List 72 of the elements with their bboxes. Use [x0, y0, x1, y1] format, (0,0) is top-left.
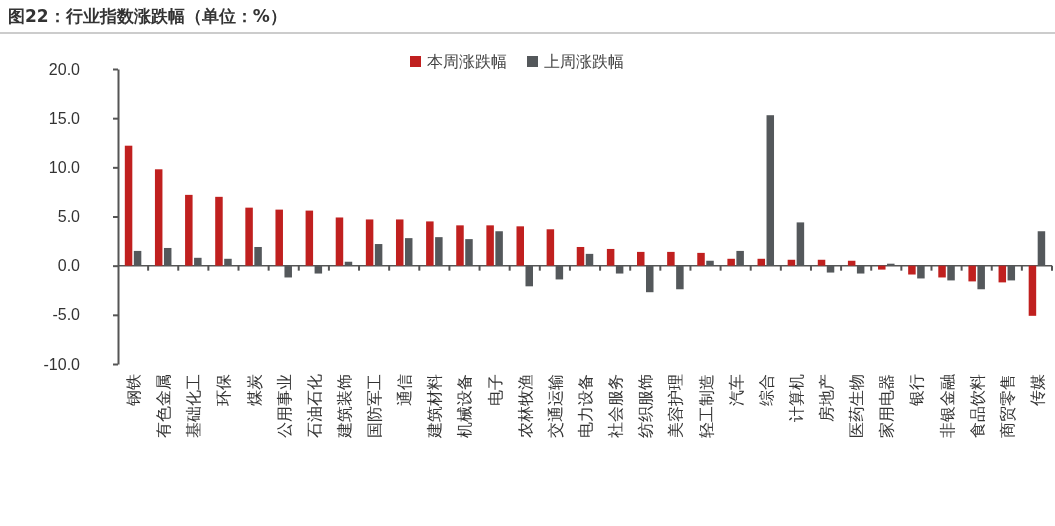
x-tick-label: 通信 — [395, 374, 415, 406]
bar — [968, 265, 976, 282]
x-tick-label: 综合 — [756, 374, 776, 406]
bar — [787, 259, 796, 266]
x-tick-label: 计算机 — [786, 374, 806, 422]
x-tick-label: 有色金属 — [154, 374, 174, 438]
bar — [395, 219, 404, 266]
y-tick-label: 15.0 — [48, 109, 81, 127]
legend-label: 上周涨跌幅 — [544, 52, 624, 71]
x-tick-label: 建筑装饰 — [334, 374, 354, 439]
bar — [847, 260, 856, 266]
x-tick-label: 非银金融 — [937, 374, 957, 438]
bar — [365, 219, 374, 266]
bar — [275, 209, 283, 266]
y-tick-label: 20.0 — [48, 60, 81, 78]
x-tick-label: 农林牧渔 — [515, 374, 535, 438]
x-tick-label: 美容护理 — [666, 374, 686, 438]
legend-label: 本周涨跌幅 — [427, 52, 507, 71]
y-tick-label: 10.0 — [48, 158, 81, 176]
x-tick-label: 基础化工 — [184, 374, 204, 438]
bar — [245, 207, 253, 266]
bar — [697, 252, 705, 266]
bar — [817, 259, 826, 266]
bar — [938, 265, 946, 278]
bar — [426, 221, 434, 266]
x-tick-label: 银行 — [907, 374, 927, 407]
x-tick-label: 纺织服饰 — [636, 374, 656, 438]
bar — [516, 226, 524, 266]
y-tick-label: -10.0 — [43, 355, 81, 373]
bar — [185, 194, 193, 266]
x-tick-label: 石油石化 — [304, 374, 324, 438]
x-tick-label: 钢铁 — [124, 374, 144, 407]
x-tick-label: 国防军工 — [365, 374, 385, 438]
x-tick-label: 商贸零售 — [997, 374, 1017, 438]
bar — [215, 196, 223, 266]
bar — [486, 225, 494, 266]
x-tick-label: 电子 — [485, 374, 505, 406]
y-tick-label: -5.0 — [52, 306, 81, 324]
x-tick-label: 医药生物 — [847, 374, 867, 438]
x-tick-label: 食品饮料 — [967, 374, 987, 438]
x-tick-label: 公用事业 — [274, 374, 294, 438]
x-tick-label: 轻工制造 — [696, 374, 716, 438]
bar — [727, 258, 735, 266]
bar — [124, 145, 133, 266]
bar — [606, 248, 615, 266]
x-tick-label: 汽车 — [726, 374, 746, 406]
x-tick-label: 煤炭 — [244, 374, 264, 406]
x-tick-label: 环保 — [214, 374, 234, 406]
y-tick-label: 0.0 — [57, 257, 81, 275]
y-tick-label: 5.0 — [57, 208, 81, 226]
bar — [998, 265, 1007, 283]
bar — [335, 217, 344, 266]
x-tick-label: 机械设备 — [455, 374, 475, 438]
bar — [908, 265, 916, 275]
x-tick-label: 交通运输 — [545, 374, 565, 438]
x-tick-label: 社会服务 — [606, 374, 626, 438]
bar — [154, 169, 163, 266]
x-tick-label: 房地产 — [817, 374, 837, 422]
bar — [305, 210, 314, 266]
bar — [1028, 265, 1037, 316]
bar — [546, 229, 555, 266]
x-tick-label: 家用电器 — [877, 374, 897, 438]
x-tick-label: 电力设备 — [576, 374, 595, 438]
bar — [667, 251, 675, 266]
bar — [757, 258, 766, 266]
bar — [456, 225, 464, 266]
chart-title: 图22：行业指数涨跌幅（单位：%） — [8, 6, 287, 26]
x-tick-label: 传媒 — [1027, 374, 1047, 406]
x-tick-label: 建筑材料 — [425, 374, 445, 439]
bar — [637, 251, 645, 266]
bar — [878, 265, 886, 270]
bar — [576, 246, 585, 266]
